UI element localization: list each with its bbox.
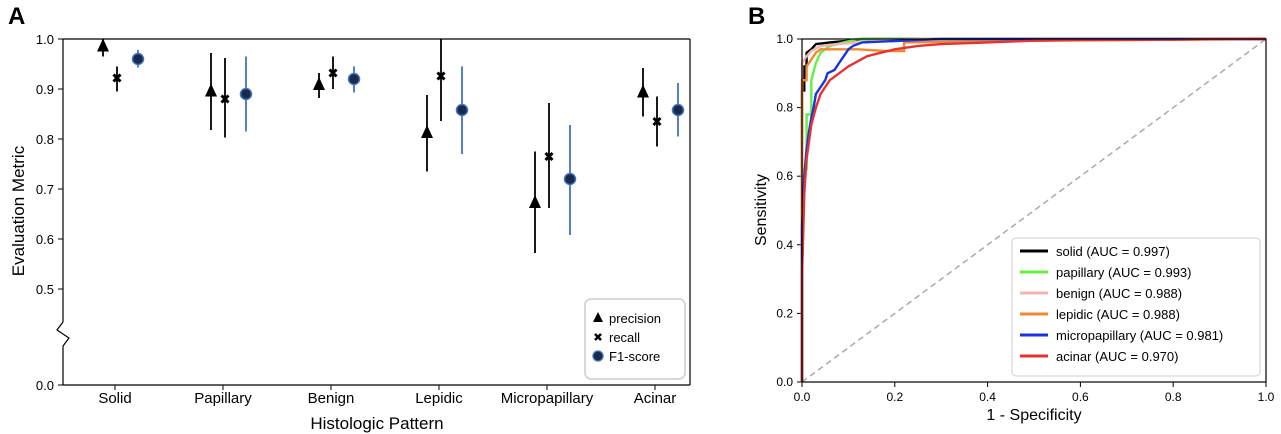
panel-b-legend: solid (AUC = 0.997) papillary (AUC = 0.99…	[1011, 237, 1261, 377]
panel-b-ytick-label: 1.0	[776, 32, 793, 46]
panel-b-legend-label: lepidic (AUC = 0.988)	[1056, 307, 1180, 322]
panel-a-point-f1	[455, 103, 469, 117]
panel-a-xlabel: Histologic Pattern	[310, 414, 443, 433]
panel-a-xtick-label: Micropapillary	[501, 390, 594, 407]
panel-a-point-precision	[313, 77, 325, 90]
panel-b-legend-label: solid (AUC = 0.997)	[1056, 244, 1170, 259]
panel-a-point-precision	[637, 84, 649, 98]
panel-a-point-recall	[112, 73, 122, 83]
panel-b-ytick-label: 0.2	[776, 306, 793, 320]
panel-a-point-precision	[205, 83, 217, 97]
panel-b-roc-curve	[800, 37, 1267, 382]
panel-b-roc-curve	[800, 37, 1266, 382]
panel-a-ylabel: Evaluation Metric	[9, 145, 28, 276]
panel-a-ytick-label: 0.7	[36, 182, 54, 197]
panel-b-label: B	[748, 3, 765, 30]
panel-a-point-recall	[544, 151, 554, 162]
panel-b-ytick-label: 0.6	[776, 169, 793, 183]
panel-a-legend-label: recall	[609, 330, 640, 345]
panel-b-ytick-label: 0.4	[776, 238, 793, 252]
panel-b-xtick-label: 0.0	[794, 390, 811, 404]
panel-a-ytick-label: 0.9	[36, 82, 54, 97]
panel-a-legend: precision recall F1-score	[584, 298, 686, 380]
panel-a-ytick-label: 0.6	[36, 232, 54, 247]
panel-a-ytick-label: 0.8	[36, 132, 54, 147]
panel-b-xtick-label: 0.6	[1072, 390, 1089, 404]
panel-a-point-precision	[529, 195, 541, 208]
panel-a-chart: 0.0 0.5 0.6 0.7 0.8 0.9 1.0 Solid Papillary Benig…	[36, 32, 691, 407]
panel-a-legend-label: F1-score	[609, 349, 660, 364]
panel-b-xtick-label: 0.4	[979, 390, 996, 404]
panel-a-point-recall	[220, 94, 230, 104]
panel-a-point-f1	[239, 87, 253, 101]
panel-b-legend-box	[1011, 237, 1261, 377]
panel-a-point-recall	[436, 71, 446, 81]
panel-a-point-f1	[347, 72, 361, 86]
panel-a-point-precision	[97, 38, 109, 52]
panel-a-xtick-label: Acinar	[634, 390, 677, 407]
panel-a-point-f1	[671, 103, 685, 117]
panel-a-xtick-label: Benign	[308, 390, 355, 407]
panel-a-legend-marker	[594, 333, 602, 341]
panel-b-legend-label: micropapillary (AUC = 0.981)	[1056, 328, 1223, 343]
panel-a-legend-marker	[592, 350, 604, 362]
panel-b-ytick-label: 0.8	[776, 101, 793, 115]
panel-b-chance-diagonal	[801, 38, 1267, 383]
panel-b-xtick-label: 0.8	[1165, 390, 1182, 404]
panel-b-xlabel: 1 - Specificity	[986, 407, 1081, 424]
panel-b-ylabel: Sensitivity	[753, 174, 770, 246]
panel-a-point-f1	[131, 52, 145, 66]
panel-a-point-recall	[652, 116, 662, 127]
panel-a-point-f1	[563, 172, 577, 186]
panel-a-xtick-label: Papillary	[194, 390, 252, 407]
panel-b-legend-label: acinar (AUC = 0.970)	[1056, 349, 1178, 364]
panel-b-legend-label: papillary (AUC = 0.993)	[1056, 265, 1191, 280]
panel-a-ytick-label: 0.0	[36, 378, 54, 393]
panel-b-ytick-label: 0.0	[776, 375, 793, 389]
panel-a-xtick-label: Lepidic	[415, 390, 463, 407]
panel-b-xtick-label: 0.2	[886, 390, 903, 404]
panel-a-legend-label: precision	[609, 311, 661, 326]
panel-a-legend-box	[584, 298, 686, 380]
panel-a-ytick-label: 1.0	[36, 32, 54, 47]
panel-a-ytick-label: 0.5	[36, 282, 54, 297]
panel-a-xtick-label: Solid	[98, 390, 131, 407]
panel-b-axes-frame	[801, 38, 1267, 383]
panel-b-xtick-label: 1.0	[1258, 390, 1275, 404]
panel-a-axis-break	[56, 321, 70, 347]
panel-a-label: A	[8, 3, 25, 30]
panel-b-roc-curve	[800, 37, 1266, 382]
panel-a-point-precision	[421, 125, 433, 138]
panel-b-legend-label: benign (AUC = 0.988)	[1056, 286, 1182, 301]
panel-a-point-recall	[328, 68, 338, 78]
panel-b-chart: 0.0 0.2 0.4 0.6 0.8 1.0 0.0 0.2 0.4 0.6 0.8 1.0 soli…	[776, 32, 1274, 404]
panel-a-legend-marker	[593, 312, 603, 322]
